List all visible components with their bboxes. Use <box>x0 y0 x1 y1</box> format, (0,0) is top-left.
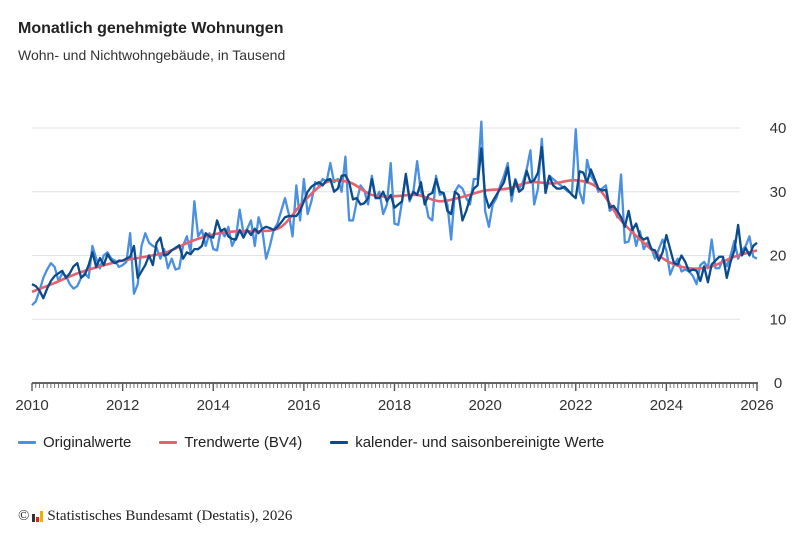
y-tick-label: 40 <box>770 120 787 137</box>
legend-swatch <box>330 441 349 444</box>
x-tick-label: 2024 <box>650 397 683 414</box>
y-tick-label: 30 <box>770 184 787 201</box>
x-tick-label: 2012 <box>106 397 139 414</box>
legend-swatch <box>159 441 178 444</box>
x-tick-label: 2018 <box>378 397 411 414</box>
series-line-trendwerte <box>31 178 758 294</box>
series-line-originalwerte <box>31 120 758 307</box>
source-text: Statistisches Bundesamt (Destatis), 2026 <box>47 508 293 524</box>
x-tick-label: 2010 <box>15 397 48 414</box>
legend-swatch <box>18 441 36 444</box>
destatis-logo-icon <box>32 511 44 522</box>
x-tick-label: 2016 <box>287 397 320 414</box>
y-tick-label: 0 <box>774 375 782 392</box>
y-tick-label: 10 <box>770 311 787 328</box>
copyright-symbol: © <box>18 508 30 524</box>
legend-item-originalwerte[interactable]: Originalwerte <box>18 434 131 451</box>
legend-item-bereinigte-werte[interactable]: kalender- und saisonbereinigte Werte <box>330 434 604 451</box>
x-tick-label: 2022 <box>559 397 592 414</box>
legend-label: Originalwerte <box>43 434 132 451</box>
legend: Originalwerte Trendwerte (BV4) kalender-… <box>18 434 632 451</box>
line-chart: 0 10 20 30 40 2010 2012 2014 2016 2018 2020 2022 202… <box>15 120 787 414</box>
legend-label: kalender- und saisonbereinigte Werte <box>355 434 605 451</box>
source-footer: © Statistisches Bundesamt (Destatis), 20… <box>18 508 292 525</box>
x-tick-label: 2014 <box>197 397 230 414</box>
legend-label: Trendwerte (BV4) <box>184 434 303 451</box>
y-tick-label: 20 <box>770 248 787 265</box>
legend-item-trendwerte[interactable]: Trendwerte (BV4) <box>159 434 302 451</box>
x-tick-label: 2020 <box>468 397 501 414</box>
series-line-bereinigte-werte <box>31 145 758 300</box>
x-tick-label: 2026 <box>740 397 773 414</box>
chart-title: Monatlich genehmigte Wohnungen <box>18 20 284 37</box>
chart-subtitle: Wohn- und Nichtwohngebäude, in Tausend <box>18 47 286 63</box>
